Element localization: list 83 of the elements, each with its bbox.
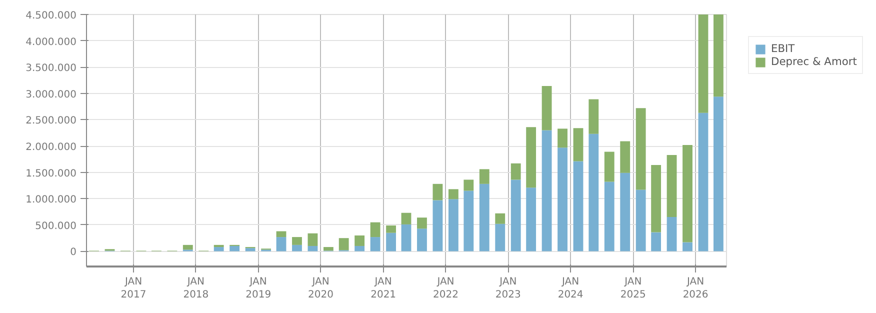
bar xyxy=(308,233,318,246)
y-tick-label: 4.000.000 xyxy=(26,36,77,48)
bar xyxy=(510,180,521,252)
x-tick-label: JAN 2018 xyxy=(183,276,209,301)
bar xyxy=(682,144,692,242)
bar xyxy=(386,232,396,252)
bar xyxy=(573,128,584,162)
bar xyxy=(588,134,599,252)
bar xyxy=(354,246,365,252)
bar xyxy=(698,14,708,113)
y-tick-label: 3.000.000 xyxy=(26,89,77,100)
bar xyxy=(510,163,521,180)
y-tick-label: 1.000.000 xyxy=(26,194,77,206)
bar xyxy=(526,188,536,252)
bar xyxy=(464,180,474,191)
bar xyxy=(214,244,224,248)
x-tick-label: JAN 2020 xyxy=(308,276,334,301)
bar xyxy=(495,213,506,224)
x-tick-label: JAN 2019 xyxy=(246,276,272,301)
bar xyxy=(479,169,490,184)
bar xyxy=(620,141,630,173)
bar xyxy=(651,232,662,252)
bar xyxy=(464,190,474,252)
bar xyxy=(276,237,286,252)
bar xyxy=(666,154,677,218)
bar xyxy=(666,217,677,252)
bar xyxy=(495,224,506,252)
bar xyxy=(698,112,708,252)
bar xyxy=(588,99,599,134)
x-tick-label: JAN 2024 xyxy=(558,276,584,301)
bar xyxy=(448,199,458,252)
bar xyxy=(401,212,412,224)
bar xyxy=(604,152,614,182)
x-tick-label: JAN 2025 xyxy=(620,276,646,301)
bar xyxy=(276,231,286,238)
bar xyxy=(308,246,318,252)
bar xyxy=(401,224,412,252)
bar xyxy=(292,244,302,252)
x-tick-label: JAN 2021 xyxy=(370,276,396,301)
y-tick-label: 0 xyxy=(70,247,77,258)
bar xyxy=(448,189,458,200)
bar xyxy=(323,247,334,251)
bar xyxy=(479,184,490,252)
bar xyxy=(370,222,380,238)
bar xyxy=(604,182,614,252)
bar xyxy=(338,238,349,250)
x-tick-label: JAN 2022 xyxy=(433,276,458,301)
bar xyxy=(245,248,256,252)
x-tick-label: JAN 2023 xyxy=(495,276,521,301)
bar xyxy=(386,225,396,233)
bar xyxy=(526,127,536,188)
y-tick-label: 1.500.000 xyxy=(26,168,77,180)
bar xyxy=(573,161,584,252)
bar xyxy=(370,237,380,252)
bar xyxy=(432,200,443,252)
x-tick-label: JAN 2026 xyxy=(682,276,708,301)
bar xyxy=(620,172,630,252)
bar xyxy=(682,242,692,252)
bar xyxy=(714,14,724,97)
bar xyxy=(714,96,724,252)
y-tick-label: 4.500.000 xyxy=(26,10,77,22)
y-tick-label: 3.500.000 xyxy=(26,63,77,74)
bar xyxy=(636,108,646,190)
bar xyxy=(558,148,568,252)
bar xyxy=(636,190,646,252)
y-tick-label: 2.500.000 xyxy=(26,116,77,127)
bar xyxy=(542,130,552,252)
bar xyxy=(432,184,443,200)
x-tick-label: JAN 2017 xyxy=(120,276,146,301)
bar xyxy=(182,244,193,250)
bar xyxy=(542,86,552,130)
bar xyxy=(417,218,427,229)
bar xyxy=(558,128,568,148)
legend-label: EBIT xyxy=(771,42,795,55)
bar xyxy=(354,235,365,246)
bar xyxy=(651,164,662,232)
bar xyxy=(230,246,240,252)
bar xyxy=(292,237,302,245)
y-tick-label: 500.000 xyxy=(35,220,77,232)
legend-label: Deprec & Amort xyxy=(771,55,857,68)
y-tick-label: 2.000.000 xyxy=(26,142,77,154)
bar xyxy=(214,247,224,252)
bar xyxy=(417,228,427,252)
